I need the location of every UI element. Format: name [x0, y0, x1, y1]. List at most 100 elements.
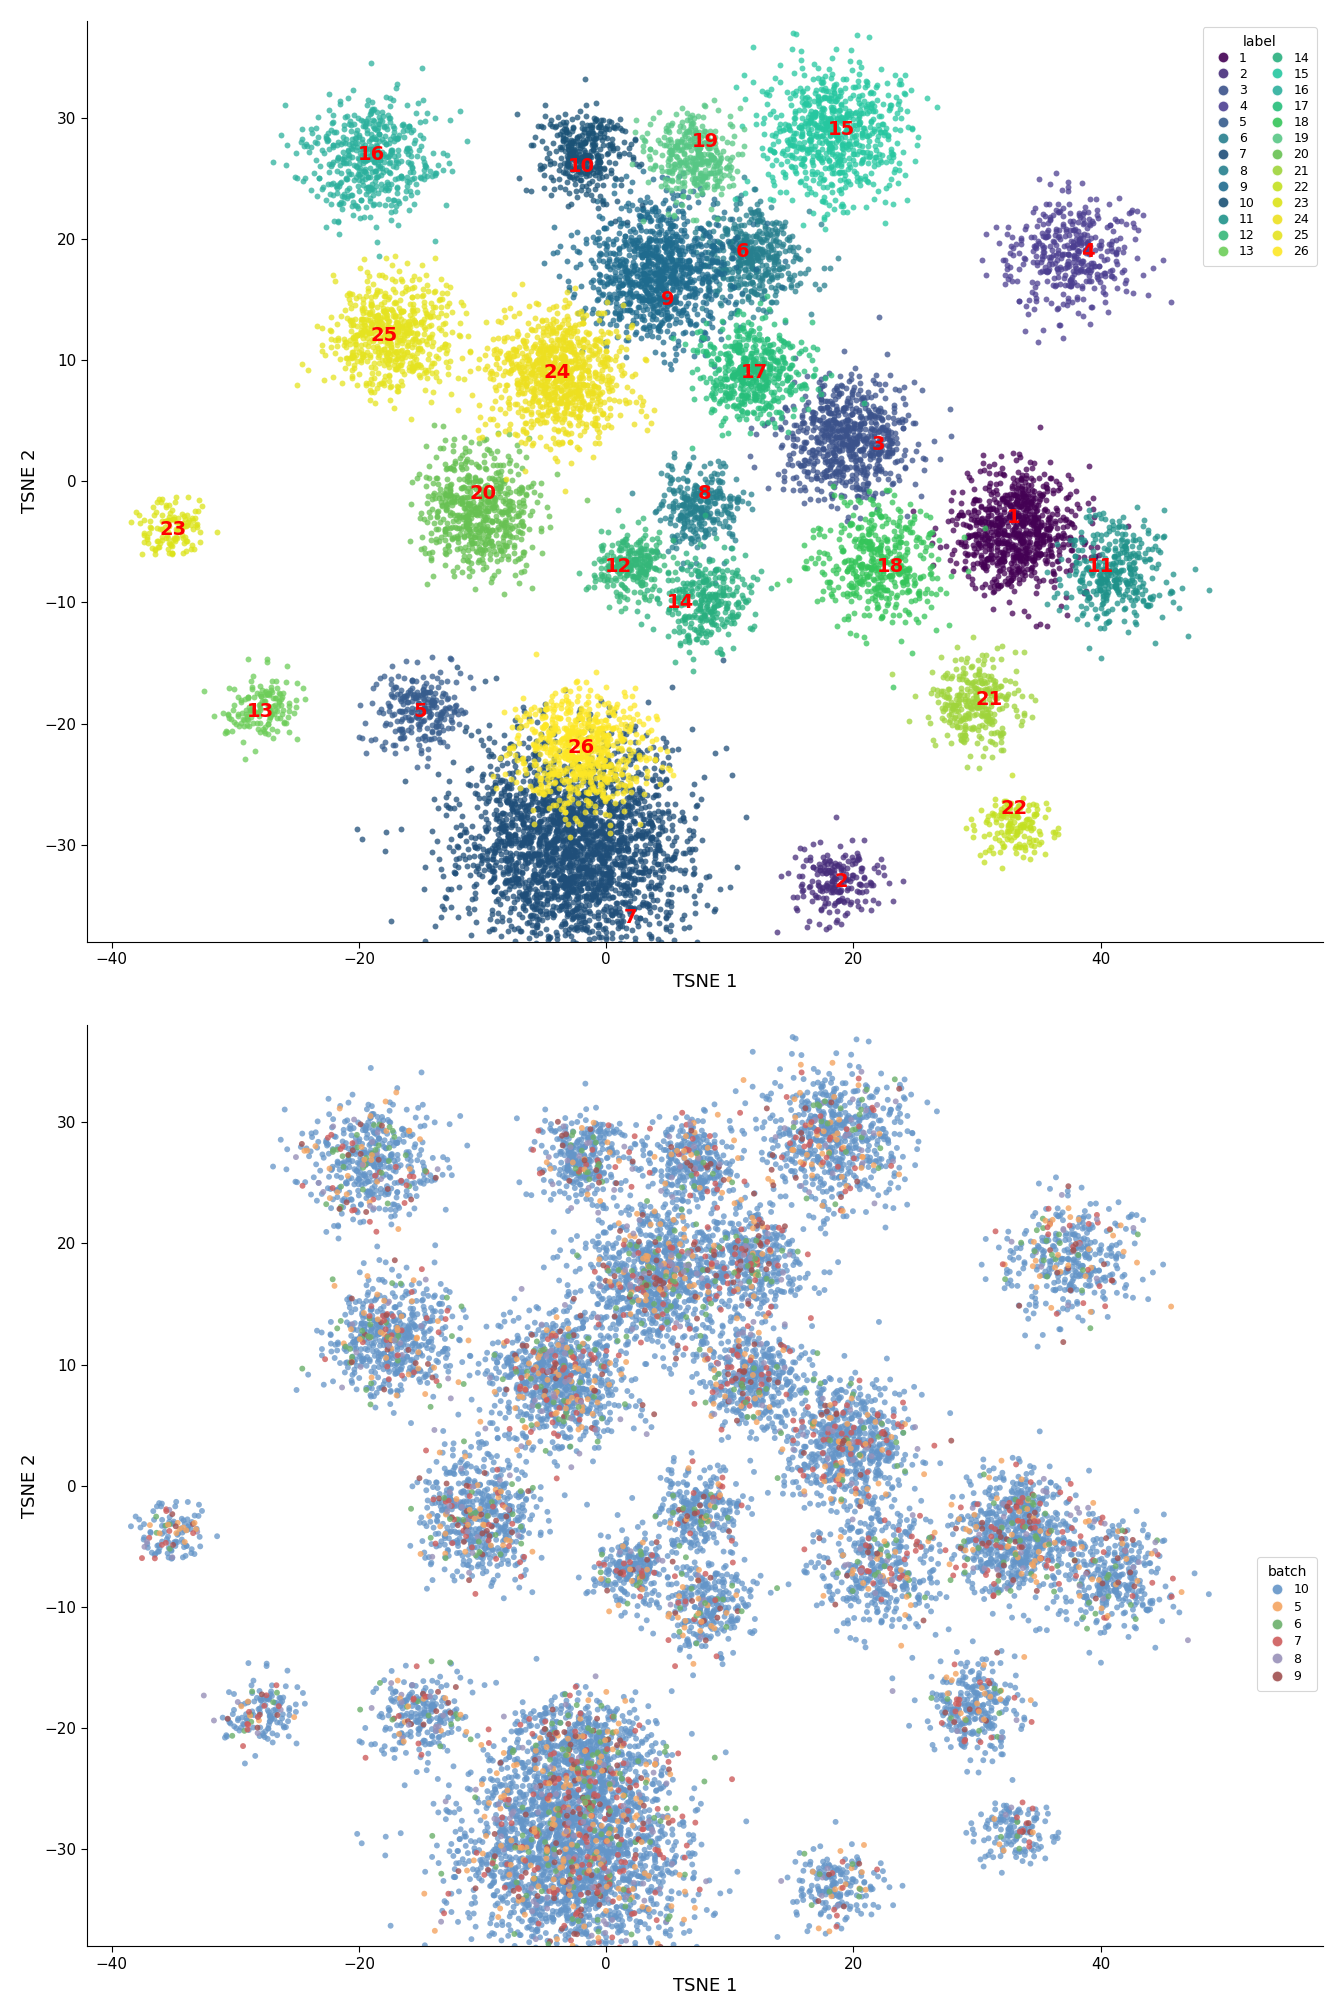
Point [679, 252, 700, 284]
Point [745, 1355, 766, 1387]
Point [841, 1867, 863, 1899]
Point [851, 1151, 872, 1183]
Point [874, 367, 895, 399]
Point [538, 722, 559, 754]
Point [507, 1826, 528, 1859]
Point [851, 1123, 872, 1155]
Point [379, 1107, 401, 1139]
Point [356, 1141, 378, 1173]
Point [664, 841, 685, 873]
Point [675, 115, 696, 147]
Point [543, 829, 564, 861]
Point [743, 355, 765, 387]
Point [659, 163, 680, 196]
Point [727, 1276, 749, 1308]
Point [923, 1516, 945, 1548]
Point [641, 823, 663, 855]
Point [1086, 1605, 1107, 1637]
Point [806, 472, 828, 504]
Point [607, 1873, 629, 1905]
Point [986, 631, 1008, 663]
Point [532, 810, 554, 843]
Point [622, 1312, 644, 1345]
Point [978, 1538, 1000, 1570]
Point [556, 839, 578, 871]
Point [602, 849, 624, 881]
Point [888, 538, 910, 571]
Point [458, 1518, 480, 1550]
Point [1009, 1544, 1031, 1577]
Point [751, 248, 773, 280]
Point [542, 1407, 563, 1439]
Point [390, 1308, 411, 1341]
Point [977, 800, 999, 833]
Point [398, 353, 419, 385]
Point [965, 679, 986, 712]
Point [495, 810, 516, 843]
Point [528, 385, 550, 417]
Point [612, 276, 633, 308]
Point [370, 312, 391, 345]
Point [339, 107, 360, 139]
Point [1035, 800, 1056, 833]
Point [269, 677, 290, 710]
Point [980, 698, 1001, 730]
Point [579, 1831, 601, 1863]
Point [1059, 214, 1081, 246]
Point [505, 863, 527, 895]
Point [1024, 1234, 1046, 1266]
Point [1090, 1230, 1111, 1262]
Point [603, 1756, 625, 1788]
Point [640, 1808, 661, 1841]
Point [1124, 1589, 1145, 1621]
Point [798, 339, 820, 371]
Point [573, 851, 594, 883]
Point [655, 183, 676, 216]
Point [824, 429, 845, 462]
Point [617, 321, 638, 353]
Point [672, 490, 694, 522]
Point [745, 1341, 766, 1373]
Point [825, 1437, 847, 1470]
Point [771, 1345, 793, 1377]
Point [376, 111, 398, 143]
Point [564, 909, 586, 941]
Point [802, 163, 824, 196]
Point [976, 665, 997, 698]
Point [1082, 534, 1103, 566]
Point [616, 859, 637, 891]
Point [962, 538, 984, 571]
Point [425, 224, 446, 256]
Point [552, 105, 574, 137]
Point [587, 1220, 609, 1252]
Point [429, 474, 450, 506]
Point [872, 109, 894, 141]
Point [593, 1109, 614, 1141]
Point [702, 1508, 723, 1540]
Point [831, 442, 852, 474]
Point [1081, 1562, 1102, 1595]
Point [980, 1835, 1001, 1867]
Point [723, 355, 745, 387]
Point [1068, 1568, 1090, 1601]
Point [392, 683, 414, 716]
Point [520, 788, 542, 821]
Point [695, 1568, 716, 1601]
Point [1040, 1466, 1062, 1498]
Point [571, 1111, 593, 1143]
Point [659, 1270, 680, 1302]
Point [473, 1526, 495, 1558]
Point [793, 1855, 814, 1887]
Point [649, 224, 671, 256]
Point [1025, 1532, 1047, 1564]
Point [847, 889, 868, 921]
Point [590, 151, 612, 183]
Point [661, 1468, 683, 1500]
Point [556, 139, 578, 171]
Point [985, 468, 1007, 500]
Point [489, 827, 511, 859]
Point [669, 1593, 691, 1625]
Point [906, 603, 927, 635]
Point [155, 506, 176, 538]
Point [430, 314, 452, 347]
